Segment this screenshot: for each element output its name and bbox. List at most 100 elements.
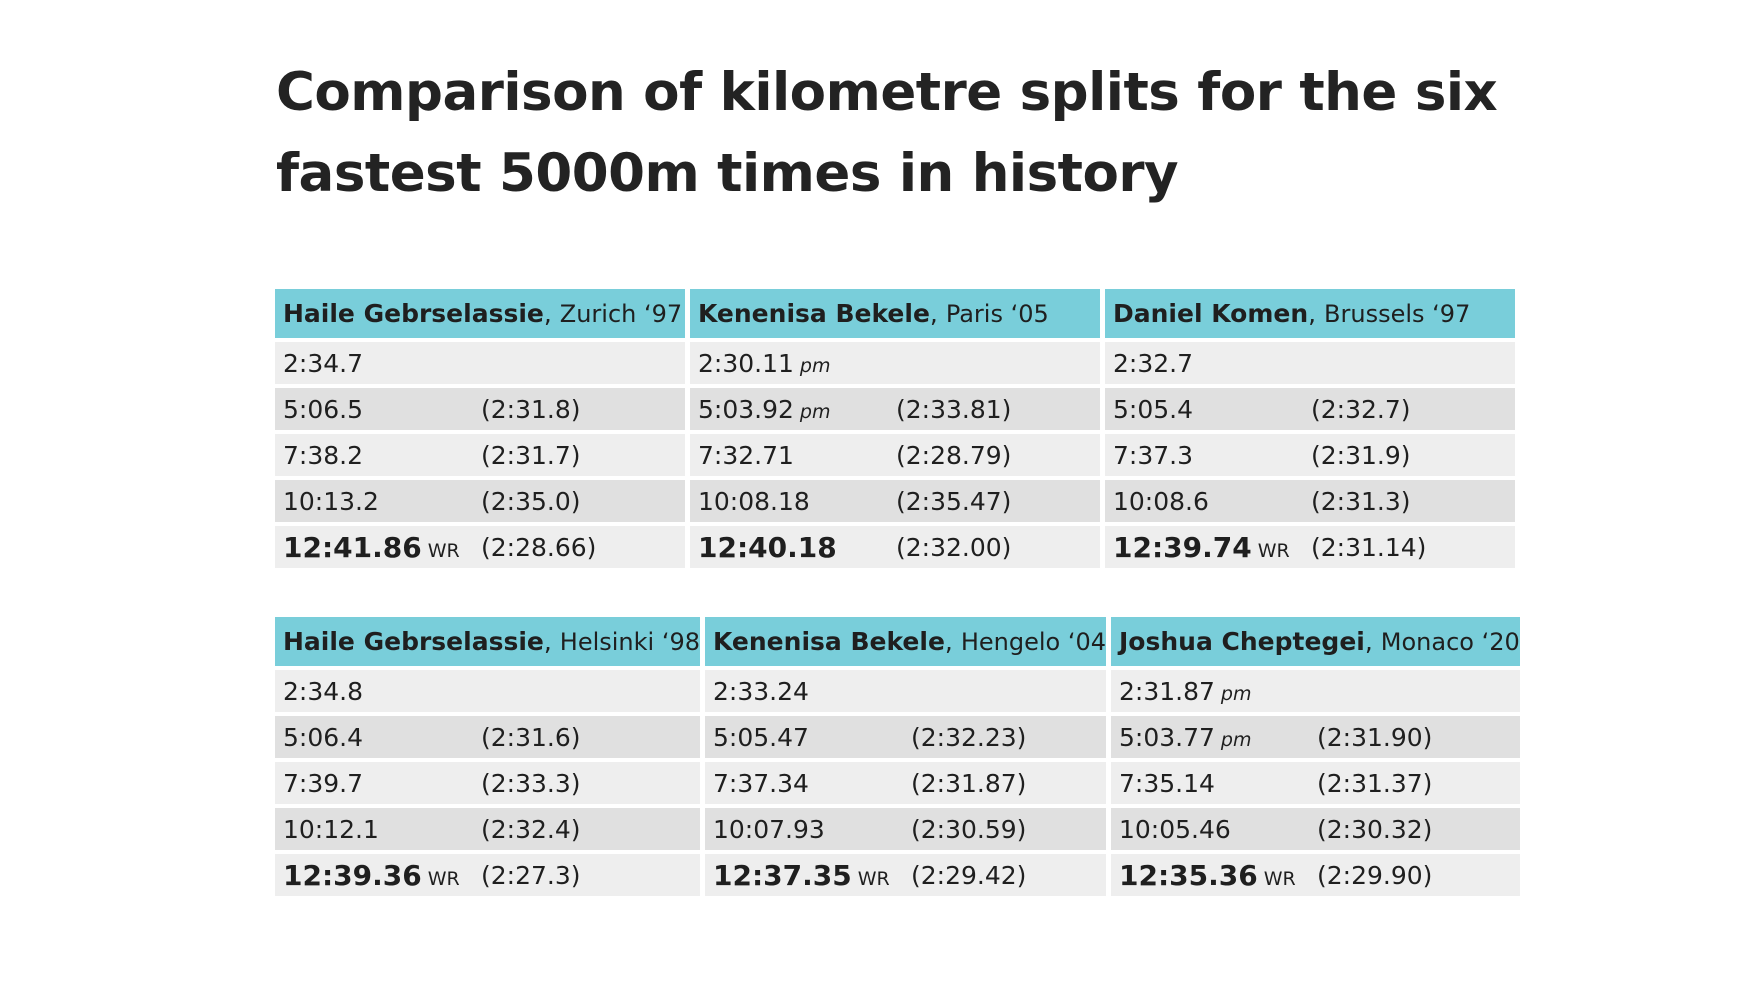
cumulative-time: 2:32.7 [1113, 349, 1311, 378]
final-time-row: 12:37.35 WR (2:29.42) [705, 854, 1106, 896]
race-header: Daniel Komen, Brussels ‘97 [1105, 289, 1515, 338]
race-header: Kenenisa Bekele, Paris ‘05 [690, 289, 1100, 338]
final-time-row: 12:35.36 WR (2:29.90) [1111, 854, 1520, 896]
time-value: 2:33.24 [713, 676, 809, 706]
race-header: Haile Gebrselassie, Zurich ‘97 [275, 289, 685, 338]
splits-group-top: Haile Gebrselassie, Zurich ‘97 2:34.7 5:06… [275, 289, 1515, 572]
split-row: 2:33.24 [705, 670, 1106, 712]
header-separator: , [944, 627, 961, 656]
page-title: Comparison of kilometre splits for the s… [276, 62, 1498, 204]
time-value: 12:35.36 [1119, 858, 1258, 892]
world-record-tag: WR [427, 867, 460, 890]
cumulative-time: 12:40.18 [698, 531, 896, 564]
cumulative-time: 5:05.4 [1113, 395, 1311, 424]
pacemaker-tag: pm [799, 400, 831, 423]
cumulative-time: 10:13.2 [283, 487, 481, 516]
split-row: 2:31.87 pm [1111, 670, 1520, 712]
header-separator: , [543, 299, 560, 328]
km-split: (2:32.00) [896, 532, 1012, 562]
header-separator: , [543, 627, 560, 656]
pacemaker-tag: pm [799, 354, 831, 377]
split-row: 2:34.7 [275, 342, 685, 384]
header-separator: , [1308, 299, 1325, 328]
meet-name: Monaco ‘20 [1380, 627, 1520, 656]
athlete-name: Kenenisa Bekele [713, 627, 945, 656]
world-record-tag: WR [857, 867, 890, 890]
time-value: 5:05.4 [1113, 394, 1193, 424]
cumulative-time: 5:03.92 pm [698, 395, 896, 424]
cumulative-time: 2:31.87 pm [1119, 677, 1317, 706]
split-row: 10:13.2 (2:35.0) [275, 480, 685, 522]
km-split: (2:27.3) [481, 860, 581, 890]
km-split: (2:31.7) [481, 440, 581, 470]
pacemaker-tag: pm [1220, 728, 1252, 751]
race-splits-table: Daniel Komen, Brussels ‘97 2:32.7 5:05.4 (2… [1105, 289, 1515, 572]
race-header: Joshua Cheptegei, Monaco ‘20 [1111, 617, 1520, 666]
cumulative-time: 5:03.77 pm [1119, 723, 1317, 752]
time-value: 5:03.77 [1119, 722, 1215, 752]
km-split: (2:31.8) [481, 394, 581, 424]
world-record-tag: WR [1257, 539, 1290, 562]
km-split: (2:32.4) [481, 814, 581, 844]
time-value: 7:39.7 [283, 768, 363, 798]
cumulative-time: 7:38.2 [283, 441, 481, 470]
header-separator: , [929, 299, 946, 328]
time-value: 7:32.71 [698, 440, 794, 470]
race-header: Kenenisa Bekele, Hengelo ‘04 [705, 617, 1106, 666]
meet-name: Helsinki ‘98 [559, 627, 700, 656]
split-row: 2:34.8 [275, 670, 700, 712]
km-split: (2:28.79) [896, 440, 1012, 470]
cumulative-time: 7:37.34 [713, 769, 911, 798]
athlete-name: Haile Gebrselassie [283, 299, 544, 328]
split-row: 2:32.7 [1105, 342, 1515, 384]
cumulative-time: 7:35.14 [1119, 769, 1317, 798]
km-split: (2:31.6) [481, 722, 581, 752]
meet-name: Zurich ‘97 [559, 299, 683, 328]
cumulative-time: 10:07.93 [713, 815, 911, 844]
cumulative-time: 10:08.18 [698, 487, 896, 516]
time-value: 2:30.11 [698, 348, 794, 378]
time-value: 5:06.4 [283, 722, 363, 752]
final-time-row: 12:39.74 WR (2:31.14) [1105, 526, 1515, 568]
time-value: 5:06.5 [283, 394, 363, 424]
split-row: 5:06.5 (2:31.8) [275, 388, 685, 430]
split-row: 5:03.92 pm (2:33.81) [690, 388, 1100, 430]
km-split: (2:30.59) [911, 814, 1027, 844]
time-value: 12:40.18 [698, 530, 837, 564]
meet-name: Paris ‘05 [945, 299, 1049, 328]
time-value: 12:39.36 [283, 858, 422, 892]
km-split: (2:31.3) [1311, 486, 1411, 516]
race-splits-table: Haile Gebrselassie, Helsinki ‘98 2:34.8 5:… [275, 617, 700, 900]
km-split: (2:32.23) [911, 722, 1027, 752]
race-header: Haile Gebrselassie, Helsinki ‘98 [275, 617, 700, 666]
time-value: 5:03.92 [698, 394, 794, 424]
split-row: 7:39.7 (2:33.3) [275, 762, 700, 804]
km-split: (2:33.3) [481, 768, 581, 798]
time-value: 10:07.93 [713, 814, 825, 844]
athlete-name: Haile Gebrselassie [283, 627, 544, 656]
km-split: (2:35.47) [896, 486, 1012, 516]
cumulative-time: 10:05.46 [1119, 815, 1317, 844]
cumulative-time: 2:34.8 [283, 677, 481, 706]
cumulative-time: 10:12.1 [283, 815, 481, 844]
cumulative-time: 7:39.7 [283, 769, 481, 798]
race-splits-table: Joshua Cheptegei, Monaco ‘20 2:31.87 pm 5:0… [1111, 617, 1520, 900]
split-row: 7:37.34 (2:31.87) [705, 762, 1106, 804]
km-split: (2:31.37) [1317, 768, 1433, 798]
cumulative-time: 12:39.36 WR [283, 859, 481, 892]
time-value: 2:34.8 [283, 676, 363, 706]
cumulative-time: 12:35.36 WR [1119, 859, 1317, 892]
race-splits-table: Kenenisa Bekele, Hengelo ‘04 2:33.24 5:05.… [705, 617, 1106, 900]
km-split: (2:31.9) [1311, 440, 1411, 470]
time-value: 5:05.47 [713, 722, 809, 752]
km-split: (2:28.66) [481, 532, 597, 562]
split-row: 10:07.93 (2:30.59) [705, 808, 1106, 850]
cumulative-time: 2:33.24 [713, 677, 911, 706]
km-split: (2:30.32) [1317, 814, 1433, 844]
km-split: (2:31.14) [1311, 532, 1427, 562]
time-value: 12:41.86 [283, 530, 422, 564]
final-time-row: 12:41.86 WR (2:28.66) [275, 526, 685, 568]
km-split: (2:35.0) [481, 486, 581, 516]
cumulative-time: 5:05.47 [713, 723, 911, 752]
km-split: (2:31.90) [1317, 722, 1433, 752]
